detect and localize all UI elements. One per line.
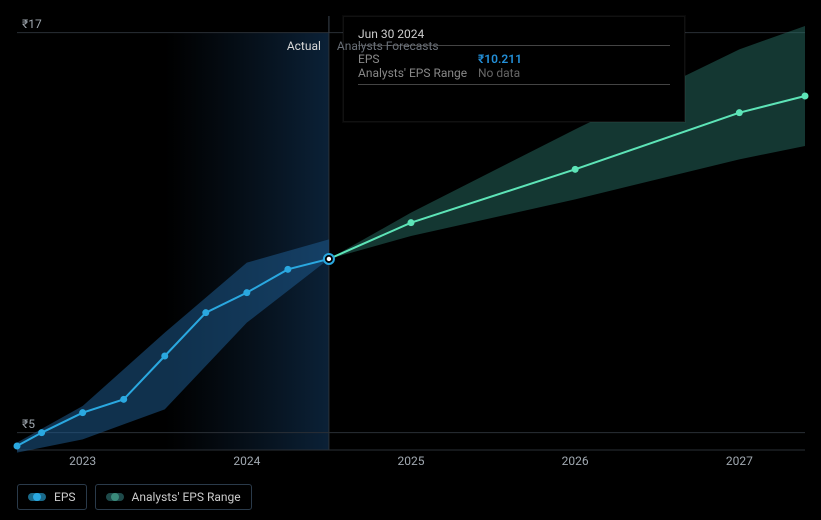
x-axis-label: 2024: [233, 454, 260, 468]
eps-point[interactable]: [38, 429, 45, 436]
legend-label: Analysts' EPS Range: [132, 490, 241, 504]
legend-label: EPS: [54, 490, 76, 504]
legend-swatch: [28, 493, 46, 501]
tooltip-row-key: EPS: [358, 52, 478, 66]
eps-point[interactable]: [161, 353, 168, 360]
eps-forecast-point[interactable]: [572, 166, 579, 173]
x-axis-label: 2023: [69, 454, 96, 468]
eps-forecast-point[interactable]: [408, 219, 415, 226]
eps-point[interactable]: [79, 409, 86, 416]
eps-point[interactable]: [14, 443, 21, 450]
y-axis-label: ₹17: [22, 17, 42, 31]
eps-chart-container: Jun 30 2024 EPS₹10.211Analysts' EPS Rang…: [0, 0, 821, 520]
tooltip-row-value: ₹10.211: [478, 52, 522, 66]
legend-swatch: [106, 493, 124, 501]
eps-point[interactable]: [284, 266, 291, 273]
tooltip-row: EPS₹10.211: [358, 52, 670, 66]
chart-tooltip: Jun 30 2024 EPS₹10.211Analysts' EPS Rang…: [343, 16, 685, 122]
x-axis-label: 2027: [726, 454, 753, 468]
chart-legend: EPS Analysts' EPS Range: [17, 484, 252, 510]
y-axis-label: ₹5: [22, 417, 35, 431]
legend-item[interactable]: Analysts' EPS Range: [95, 484, 252, 510]
eps-point[interactable]: [243, 289, 250, 296]
eps-forecast-point[interactable]: [736, 109, 743, 116]
legend-item[interactable]: EPS: [17, 484, 87, 510]
x-axis-label: 2026: [562, 454, 589, 468]
highlight-marker-dot: [327, 257, 331, 261]
tooltip-row-value: No data: [478, 66, 520, 80]
tooltip-row: Analysts' EPS RangeNo data: [358, 66, 670, 80]
section-label-forecast: Analysts Forecasts: [337, 39, 439, 53]
eps-point[interactable]: [202, 309, 209, 316]
section-label-actual: Actual: [287, 39, 321, 53]
eps-forecast-point[interactable]: [802, 93, 809, 100]
x-axis-label: 2025: [398, 454, 425, 468]
tooltip-row-key: Analysts' EPS Range: [358, 66, 478, 80]
tooltip-divider-bottom: [358, 84, 670, 85]
eps-point[interactable]: [120, 396, 127, 403]
